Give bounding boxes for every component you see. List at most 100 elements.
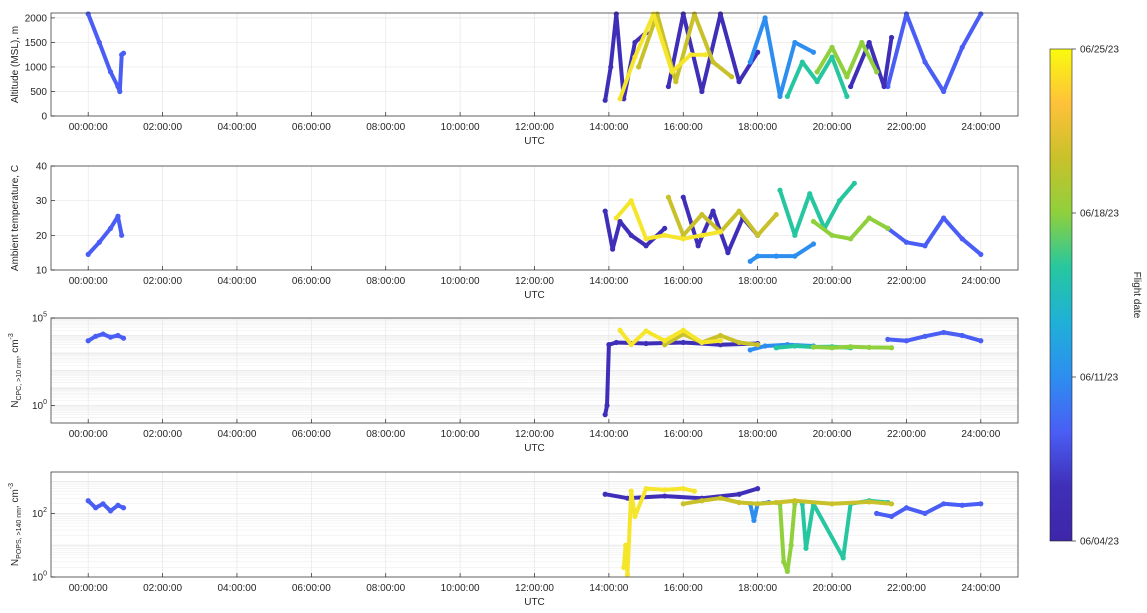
data-point [755,232,761,238]
x-tick-label: 22:00:00 [887,122,926,133]
x-tick-label: 22:00:00 [887,429,926,440]
colorbar-tick-label: 06/18/23 [1080,209,1119,220]
data-point [602,491,608,497]
data-point [643,328,649,334]
data-point [643,340,649,347]
x-tick-label: 20:00:00 [813,122,852,133]
data-point [680,501,686,507]
x-tick-label: 12:00:00 [515,122,554,133]
data-point [699,88,705,95]
data-point [662,487,668,493]
x-tick-label: 06:00:00 [292,276,331,287]
data-point [836,198,843,204]
data-point [755,342,761,348]
x-tick-label: 12:00:00 [515,429,554,440]
data-point [602,208,608,214]
series-line-9 [636,12,734,84]
data-point [623,542,629,548]
data-point [803,545,809,551]
data-point [85,251,91,257]
data-point [632,513,638,520]
x-tick-label: 00:00:00 [69,583,108,594]
x-ticks: 00:00:00 02:00:00 04:00:00 06:00:00 08:00:00… [69,266,1001,287]
data-point [100,331,106,337]
data-point [751,517,757,524]
colorbar-tick-label: 06/04/23 [1080,537,1119,548]
x-tick-label: 20:00:00 [813,429,852,440]
data-point [669,69,675,75]
data-point [107,334,114,340]
panel-2: 00:00:00 02:00:00 04:00:00 06:00:00 08:00:00… [10,162,1019,301]
data-point [120,505,127,511]
data-point [941,215,947,221]
data-point [807,191,813,197]
data-point [888,34,895,41]
data-point [688,52,694,58]
data-point [885,336,891,342]
x-tick-label: 14:00:00 [589,276,628,287]
data-point [959,44,965,50]
data-point [624,495,631,501]
data-point [978,338,984,344]
data-point [844,74,850,80]
data-point [695,243,701,249]
y-axis-label: Ambient temperature, C [10,165,21,271]
data-point [810,344,817,350]
y-tick-label: 2000 [25,13,48,24]
grid [51,317,1018,424]
data-point [888,513,895,520]
data-point [978,501,984,507]
x-axis-label: UTC [524,443,545,454]
data-point [115,213,121,219]
x-tick-label: 16:00:00 [664,276,703,287]
data-point [885,225,891,231]
data-point [762,343,768,349]
data-point [755,501,761,507]
data-point [117,88,123,95]
panel-4: 00:00:00 02:00:00 04:00:00 06:00:00 08:00:00… [8,471,1019,608]
x-tick-label: 10:00:00 [441,583,480,594]
data-point [848,344,854,350]
x-tick-label: 00:00:00 [69,429,108,440]
data-point [96,239,102,245]
data-point [922,243,928,249]
series-line-3 [603,209,667,252]
data-point [617,96,623,102]
data-point [662,232,668,238]
x-tick-label: 22:00:00 [887,276,926,287]
data-point [814,79,820,85]
series-line-2 [885,330,983,343]
series-line-7 [681,496,894,506]
y-tick-label: 1500 [25,38,48,49]
colorbar: 06/25/23 06/18/23 06/11/23 06/04/23 Flight … [1049,45,1142,548]
data-point [107,508,114,514]
data-point [699,339,705,346]
y-tick-label: 1000 [25,62,48,73]
data-point [717,342,724,348]
x-tick-label: 04:00:00 [217,276,256,287]
data-point [736,208,742,214]
data-point [814,69,820,75]
data-point [959,236,965,242]
data-point [643,243,649,249]
data-point [762,15,768,21]
data-point [710,208,716,214]
data-point [643,236,649,242]
y-axis-label: NCPC, >10 nm, cm-3 [8,333,23,408]
data-point [624,571,631,578]
x-tick-label: 06:00:00 [292,122,331,133]
data-point [851,180,857,186]
x-tick-label: 06:00:00 [292,429,331,440]
data-point [717,495,724,501]
colorbar-tick-label: 06/25/23 [1080,45,1119,56]
data-point [848,83,854,90]
data-point [120,335,127,341]
data-point [662,338,668,344]
data-point [747,258,753,264]
y-tick-label: 500 [30,87,47,98]
data-point [610,246,616,252]
data-point [781,559,787,565]
x-tick-label: 12:00:00 [515,583,554,594]
data-point [859,39,865,46]
